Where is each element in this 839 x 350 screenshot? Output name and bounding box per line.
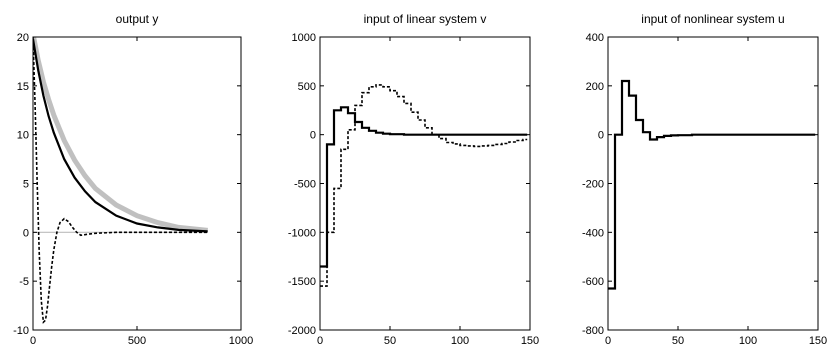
y-tick-label: 0 [598, 130, 604, 142]
series-line-1-1 [320, 84, 528, 287]
x-tick-label: 0 [30, 335, 36, 347]
y-tick-label: -200 [582, 179, 604, 191]
y-tick-label: -500 [294, 179, 316, 191]
x-tick-label: 0 [605, 335, 611, 347]
series-line-2-0 [608, 79, 816, 290]
x-tick-label: 50 [672, 335, 684, 347]
x-tick-label: 0 [317, 335, 323, 347]
chart-title: output y [116, 12, 159, 26]
series-line-1-0 [320, 106, 528, 268]
chart-panel-1: 0 50 100 150 -2000 -1500 -1000 -500 0 500 1000 inpu… [288, 12, 539, 347]
series-line-0-2 [33, 38, 208, 233]
y-tick-label: 5 [23, 179, 29, 191]
y-tick-label: -1500 [288, 276, 316, 288]
chart-title: input of nonlinear system u [641, 12, 784, 26]
y-tick-label: 10 [17, 130, 29, 142]
y-tick-label: -5 [19, 276, 29, 288]
chart-panel-2: 0 50 100 150 -800 -600 -400 -200 0 200 400 input of… [582, 12, 827, 347]
x-tick-label: 50 [384, 335, 396, 347]
axes-frame [607, 36, 819, 331]
y-tick-label: 500 [298, 81, 316, 93]
y-tick-label: -1000 [288, 227, 316, 239]
y-tick-label: -2000 [288, 325, 316, 337]
axes-frame [32, 36, 242, 331]
y-tick-label: 0 [23, 227, 29, 239]
x-tick-label: 100 [451, 335, 469, 347]
y-tick-label: -800 [582, 325, 604, 337]
y-tick-label: 0 [310, 130, 316, 142]
chart-title: input of linear system v [364, 12, 487, 26]
y-tick-label: 20 [17, 32, 29, 44]
x-tick-label: 1000 [229, 335, 253, 347]
y-tick-label: 15 [17, 81, 29, 93]
y-tick-label: 1000 [292, 32, 316, 44]
x-tick-label: 150 [521, 335, 539, 347]
y-tick-label: -600 [582, 276, 604, 288]
series-line-0-3 [33, 37, 208, 324]
y-tick-label: 200 [586, 81, 604, 93]
y-tick-label: -400 [582, 227, 604, 239]
chart-panel-0: 0 500 1000 -10 -5 0 5 10 15 20 output y [13, 12, 253, 347]
x-tick-label: 500 [128, 335, 146, 347]
y-tick-label: -10 [13, 325, 29, 337]
x-tick-label: 150 [809, 335, 827, 347]
series-line-0-0 [33, 37, 208, 233]
x-tick-label: 100 [739, 335, 757, 347]
y-tick-label: 400 [586, 32, 604, 44]
axes-frame [319, 36, 531, 331]
